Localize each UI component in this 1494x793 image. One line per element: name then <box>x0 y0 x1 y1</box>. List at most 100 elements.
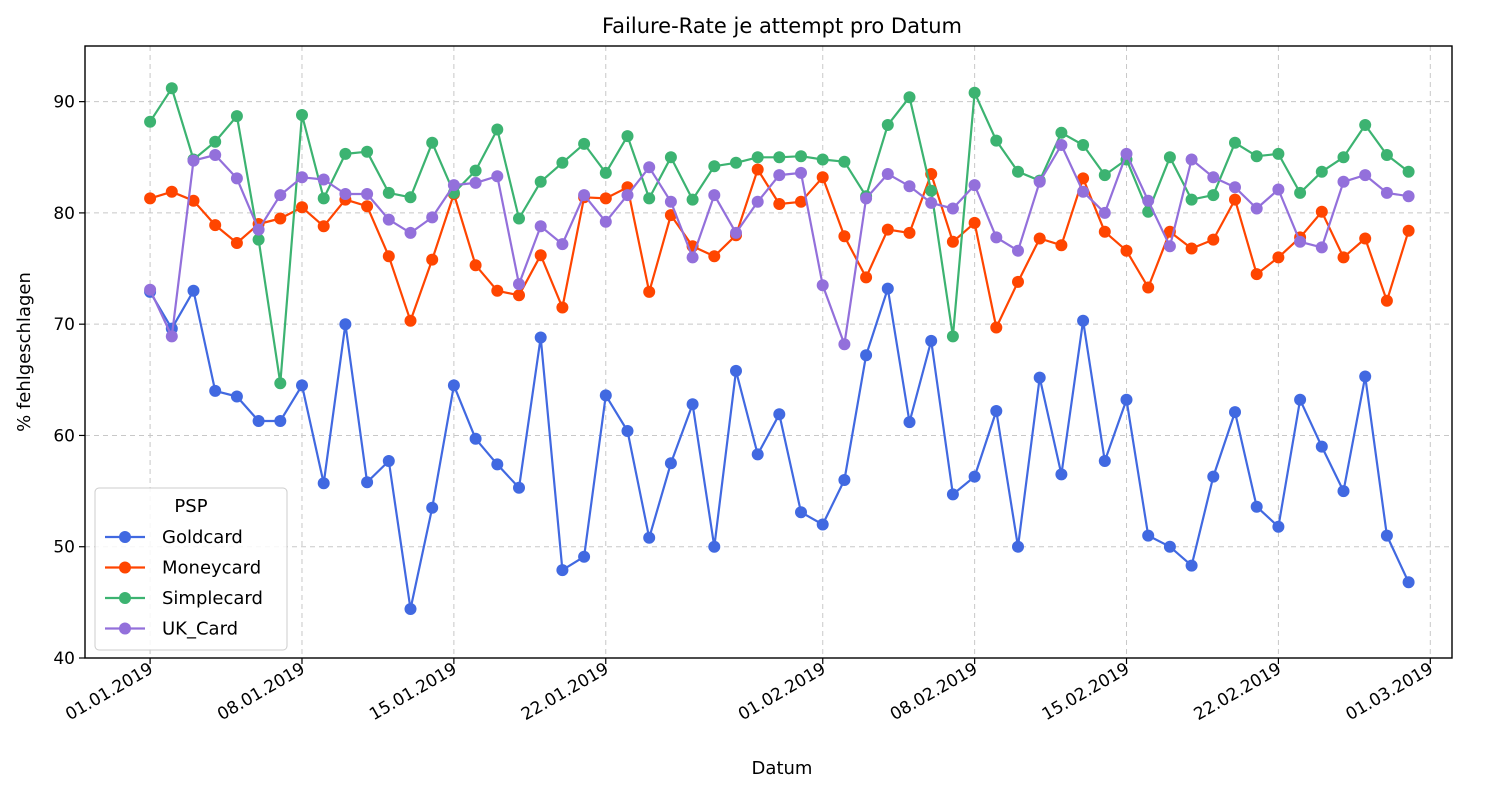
data-point-goldcard <box>404 603 417 615</box>
series-layer <box>144 82 1415 615</box>
data-point-uk-card <box>860 192 873 205</box>
legend-label: UK_Card <box>162 619 238 640</box>
data-point-simplecard <box>1185 193 1198 206</box>
data-point-uk-card <box>1294 235 1307 248</box>
data-point-uk-card <box>491 170 504 183</box>
data-point-goldcard <box>1012 540 1024 553</box>
data-point-moneycard <box>946 235 959 248</box>
data-point-moneycard <box>382 250 395 263</box>
data-point-goldcard <box>925 334 938 347</box>
data-point-uk-card <box>252 223 265 236</box>
data-point-simplecard <box>1359 119 1372 131</box>
data-point-goldcard <box>1272 520 1285 533</box>
series-line-goldcard <box>149 287 1410 611</box>
data-point-moneycard <box>296 201 308 214</box>
data-point-uk-card <box>1359 169 1372 182</box>
legend-entry-moneycard: Moneycard <box>105 558 261 579</box>
y-tick-label: 50 <box>53 538 75 558</box>
data-point-goldcard <box>860 349 873 362</box>
data-point-uk-card <box>599 215 612 228</box>
data-point-goldcard <box>1229 406 1241 419</box>
data-point-uk-card <box>534 220 547 233</box>
y-tick-label: 80 <box>53 204 75 224</box>
legend-marker <box>119 531 131 543</box>
data-point-uk-card <box>274 189 287 202</box>
data-point-moneycard <box>230 237 243 249</box>
data-point-uk-card <box>296 171 308 184</box>
data-point-moneycard <box>1077 172 1090 185</box>
data-point-uk-card <box>1229 181 1241 194</box>
data-point-uk-card <box>838 338 851 351</box>
data-point-goldcard <box>1163 540 1176 553</box>
data-point-uk-card <box>643 161 656 174</box>
x-axis-label: Datum <box>752 758 813 779</box>
data-point-simplecard <box>1098 169 1111 182</box>
data-point-uk-card <box>1077 185 1090 198</box>
series-line-simplecard <box>149 87 1410 385</box>
data-point-simplecard <box>1229 136 1241 149</box>
data-point-simplecard <box>599 166 612 179</box>
legend-entry-simplecard: Simplecard <box>105 588 263 609</box>
data-point-uk-card <box>1337 175 1350 188</box>
data-point-simplecard <box>578 137 591 150</box>
data-point-simplecard <box>621 130 634 143</box>
data-point-simplecard <box>230 110 243 123</box>
data-point-moneycard <box>1098 225 1111 238</box>
data-point-simplecard <box>469 164 482 177</box>
data-point-goldcard <box>361 476 374 489</box>
data-point-uk-card <box>1250 202 1263 215</box>
data-point-uk-card <box>339 188 352 200</box>
data-point-moneycard <box>1315 205 1328 218</box>
data-point-simplecard <box>534 175 547 188</box>
data-point-simplecard <box>1315 165 1328 178</box>
data-point-goldcard <box>838 474 851 486</box>
x-tick-label: 22.02.2019 <box>1191 659 1285 725</box>
data-point-uk-card <box>426 211 439 224</box>
data-point-uk-card <box>1012 244 1024 257</box>
series-line-moneycard <box>149 168 1410 329</box>
data-point-uk-card <box>1185 153 1198 166</box>
data-point-simplecard <box>881 119 894 131</box>
data-point-moneycard <box>1142 281 1155 294</box>
data-point-simplecard <box>252 233 265 246</box>
data-point-uk-card <box>664 195 677 208</box>
data-point-moneycard <box>1120 244 1133 257</box>
data-point-moneycard <box>426 253 439 266</box>
data-point-uk-card <box>1163 240 1176 253</box>
data-point-goldcard <box>816 518 829 531</box>
data-point-uk-card <box>187 154 200 167</box>
data-point-goldcard <box>274 415 287 427</box>
data-point-simplecard <box>925 184 938 197</box>
data-point-goldcard <box>990 405 1003 417</box>
data-point-moneycard <box>491 284 504 297</box>
legend-marker <box>119 561 131 574</box>
data-point-uk-card <box>751 195 764 208</box>
data-point-goldcard <box>382 455 395 467</box>
data-point-simplecard <box>1402 165 1415 178</box>
data-point-simplecard <box>339 147 352 160</box>
data-point-goldcard <box>1185 559 1198 572</box>
data-point-moneycard <box>209 219 222 232</box>
data-point-simplecard <box>643 192 656 205</box>
plot-frame <box>84 45 1453 659</box>
data-point-goldcard <box>534 331 547 344</box>
data-point-simplecard <box>990 134 1003 147</box>
data-point-uk-card <box>447 179 460 192</box>
data-point-goldcard <box>686 398 699 411</box>
legend-box <box>94 487 288 651</box>
data-point-moneycard <box>1250 268 1263 281</box>
data-point-moneycard <box>534 249 547 262</box>
data-point-moneycard <box>795 195 807 208</box>
data-point-uk-card <box>1033 175 1046 188</box>
data-point-moneycard <box>860 271 873 284</box>
data-point-goldcard <box>1098 455 1111 467</box>
x-tick-label: 15.02.2019 <box>1039 659 1133 725</box>
data-point-moneycard <box>165 185 178 198</box>
data-point-simplecard <box>1163 151 1176 164</box>
data-point-uk-card <box>513 278 525 291</box>
legend-label: Simplecard <box>162 588 263 609</box>
data-point-simplecard <box>1055 126 1068 139</box>
data-point-uk-card <box>1402 190 1415 203</box>
data-point-simplecard <box>1272 147 1285 160</box>
data-point-simplecard <box>209 135 222 148</box>
